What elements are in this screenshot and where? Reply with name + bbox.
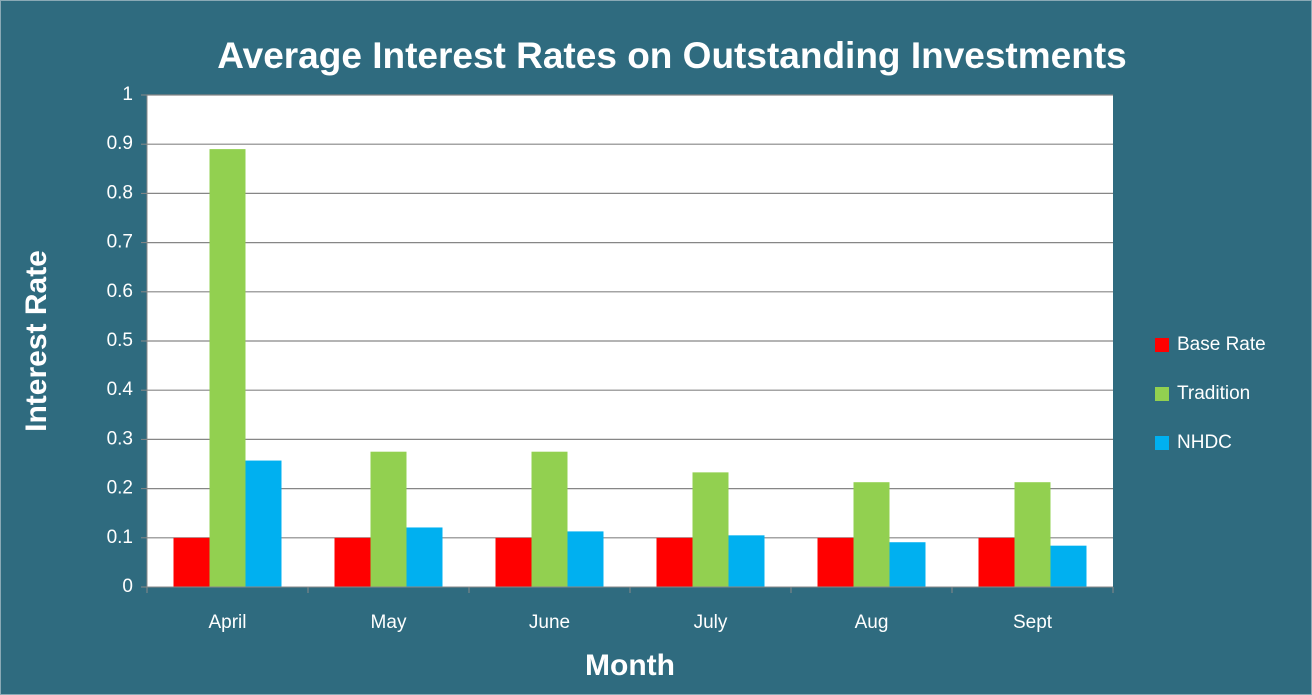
x-tick-label: April [208,612,246,633]
bar [173,537,210,587]
y-tick-label: 0.7 [107,232,133,253]
bar [370,451,407,587]
x-tick-label: June [529,612,570,633]
bar [406,527,443,587]
bar [1050,545,1087,587]
legend-swatch [1155,338,1169,352]
y-tick-label: 0 [122,576,133,597]
bar [245,460,282,587]
y-tick-label: 0.1 [107,527,133,548]
y-tick-label: 0.4 [107,379,134,400]
bar [334,537,371,587]
bar [495,537,532,587]
x-tick-label: Aug [855,612,889,633]
bar [853,482,890,587]
chart-title: Average Interest Rates on Outstanding In… [217,35,1126,76]
bar [978,537,1015,587]
y-tick-label: 0.9 [107,133,133,154]
y-tick-label: 0.8 [107,182,133,203]
bar [889,542,926,587]
bar [567,531,604,587]
y-tick-label: 1 [122,84,133,105]
x-axis-label: Month [585,649,675,682]
bar [656,537,693,587]
bar [728,535,765,587]
x-tick-label: Sept [1013,612,1053,633]
y-tick-label: 0.6 [107,281,133,302]
y-axis-label: Interest Rate [20,250,53,432]
x-tick-label: July [694,612,728,633]
legend-label: Base Rate [1177,334,1266,355]
legend-swatch [1155,387,1169,401]
legend-label: Tradition [1177,383,1250,404]
legend-label: NHDC [1177,432,1232,453]
bar [531,451,568,587]
y-tick-label: 0.5 [107,330,133,351]
bar [817,537,854,587]
bar [209,149,246,587]
y-tick-label: 0.2 [107,478,133,499]
y-tick-label: 0.3 [107,428,133,449]
legend-swatch [1155,436,1169,450]
x-tick-label: May [371,612,407,633]
bar [1014,482,1051,587]
bar [692,472,729,587]
